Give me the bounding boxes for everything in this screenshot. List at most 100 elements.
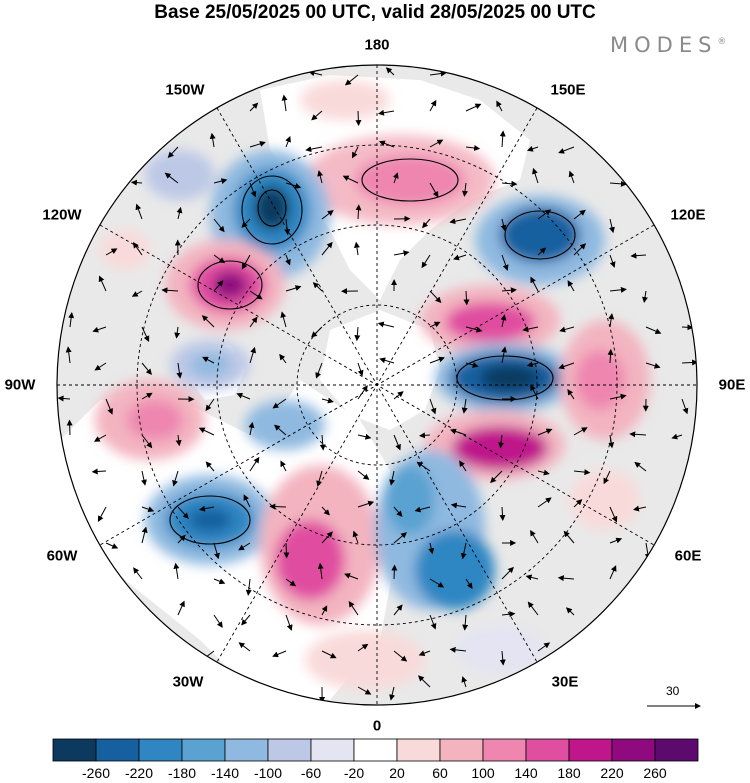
wind-vector bbox=[645, 362, 661, 369]
lon-label-60e: 60E bbox=[674, 547, 702, 565]
wind-vector bbox=[450, 502, 467, 509]
wind-vector bbox=[393, 391, 404, 400]
wind-vector bbox=[173, 562, 180, 580]
colorbar-swatch bbox=[654, 738, 699, 762]
wind-vector bbox=[141, 434, 153, 449]
wind-vector bbox=[609, 537, 623, 544]
colorbar-level-label: -260 bbox=[81, 765, 111, 781]
colorbar-level-label: 140 bbox=[514, 765, 538, 781]
wind-vector bbox=[537, 428, 553, 436]
wind-vector bbox=[321, 531, 333, 544]
wind-vector bbox=[272, 398, 287, 409]
wind-vector bbox=[500, 218, 507, 232]
wind-vector bbox=[465, 578, 473, 590]
wind-vector bbox=[132, 241, 143, 256]
colorbar-swatch bbox=[482, 738, 527, 762]
wind-vector bbox=[305, 146, 323, 153]
anomaly-negative bbox=[190, 353, 230, 377]
wind-vector bbox=[465, 326, 483, 333]
wind-vector bbox=[131, 290, 143, 297]
wind-vector bbox=[429, 321, 441, 328]
wind-vector bbox=[311, 110, 323, 121]
wind-vector bbox=[532, 167, 539, 184]
wind-vector bbox=[608, 313, 615, 328]
wind-vector bbox=[249, 102, 259, 112]
colorbar-level-label: -20 bbox=[343, 765, 365, 781]
wind-vector bbox=[98, 275, 107, 292]
wind-vector bbox=[321, 506, 330, 516]
anomaly-positive bbox=[212, 271, 248, 299]
wind-vector bbox=[205, 398, 215, 412]
wind-vector bbox=[417, 675, 431, 688]
wind-vector bbox=[199, 505, 215, 512]
wind-vector bbox=[94, 362, 107, 371]
wind-vector bbox=[141, 392, 153, 400]
colorbar-level-label: 220 bbox=[600, 765, 624, 781]
wind-vector bbox=[429, 290, 442, 304]
wind-vector bbox=[91, 468, 107, 475]
wind-vector bbox=[567, 388, 575, 400]
wind-vector bbox=[499, 130, 506, 148]
wind-vector bbox=[634, 461, 647, 472]
wind-vector bbox=[526, 145, 539, 152]
wind-vector bbox=[393, 604, 403, 616]
wind-vector bbox=[450, 428, 467, 436]
wind-vector bbox=[568, 170, 575, 184]
modes-logo: MODES® bbox=[610, 33, 727, 57]
wind-vector bbox=[385, 67, 395, 76]
colorbar-level-label: 180 bbox=[557, 765, 581, 781]
wind-vector bbox=[429, 70, 447, 77]
wind-vector bbox=[238, 642, 251, 652]
wind-vector bbox=[245, 578, 252, 596]
wind-vector bbox=[681, 324, 694, 331]
wind-vector bbox=[357, 385, 368, 400]
map-title: Base 25/05/2025 00 UTC, valid 28/05/2025… bbox=[154, 2, 596, 23]
anomaly-positive bbox=[445, 302, 535, 342]
wind-vector bbox=[391, 564, 398, 580]
wind-vector bbox=[285, 135, 291, 148]
colorbar-swatch bbox=[439, 738, 484, 762]
anomaly-negative bbox=[188, 508, 232, 532]
globe bbox=[57, 65, 697, 705]
wind-vector bbox=[172, 470, 179, 487]
anomaly-negative bbox=[385, 465, 435, 535]
colorbar-swatch bbox=[95, 738, 140, 762]
wind-vector bbox=[461, 676, 468, 688]
wind-vector bbox=[284, 218, 291, 236]
wind-vector bbox=[249, 346, 257, 364]
wind-vector bbox=[609, 218, 615, 234]
vector-scale-label: 30 bbox=[666, 684, 680, 698]
wind-vector bbox=[558, 362, 575, 370]
wind-vector bbox=[681, 359, 697, 366]
wind-vector bbox=[272, 650, 287, 658]
wind-vector bbox=[565, 607, 575, 616]
wind-vector bbox=[213, 578, 226, 585]
wind-vector bbox=[164, 172, 179, 184]
wind-vector bbox=[530, 529, 539, 544]
wind-vector bbox=[352, 146, 359, 159]
wind-vector bbox=[609, 180, 627, 187]
wind-vector bbox=[274, 424, 287, 436]
wind-vector bbox=[498, 434, 505, 449]
wind-vector bbox=[573, 243, 587, 256]
wind-vector bbox=[537, 469, 550, 476]
wind-vector bbox=[176, 362, 183, 379]
wind-vector bbox=[465, 362, 479, 368]
colorbar-swatch bbox=[568, 738, 613, 762]
wind-vector bbox=[141, 362, 152, 375]
wind-vector bbox=[414, 506, 431, 513]
wind-vector bbox=[429, 139, 444, 148]
wind-vector bbox=[501, 254, 509, 271]
wind-vector bbox=[501, 180, 518, 187]
wind-vector bbox=[429, 578, 445, 588]
wind-vector bbox=[201, 315, 215, 328]
lon-label-30e: 30E bbox=[551, 673, 579, 691]
wind-vector bbox=[681, 398, 689, 415]
wind-vector bbox=[603, 470, 611, 485]
lon-label-120e: 120E bbox=[670, 206, 706, 224]
wind-vector bbox=[66, 419, 73, 436]
wind-vector bbox=[633, 505, 647, 512]
wind-vector bbox=[344, 74, 359, 86]
wind-vector bbox=[642, 290, 648, 303]
contours bbox=[169, 158, 576, 545]
